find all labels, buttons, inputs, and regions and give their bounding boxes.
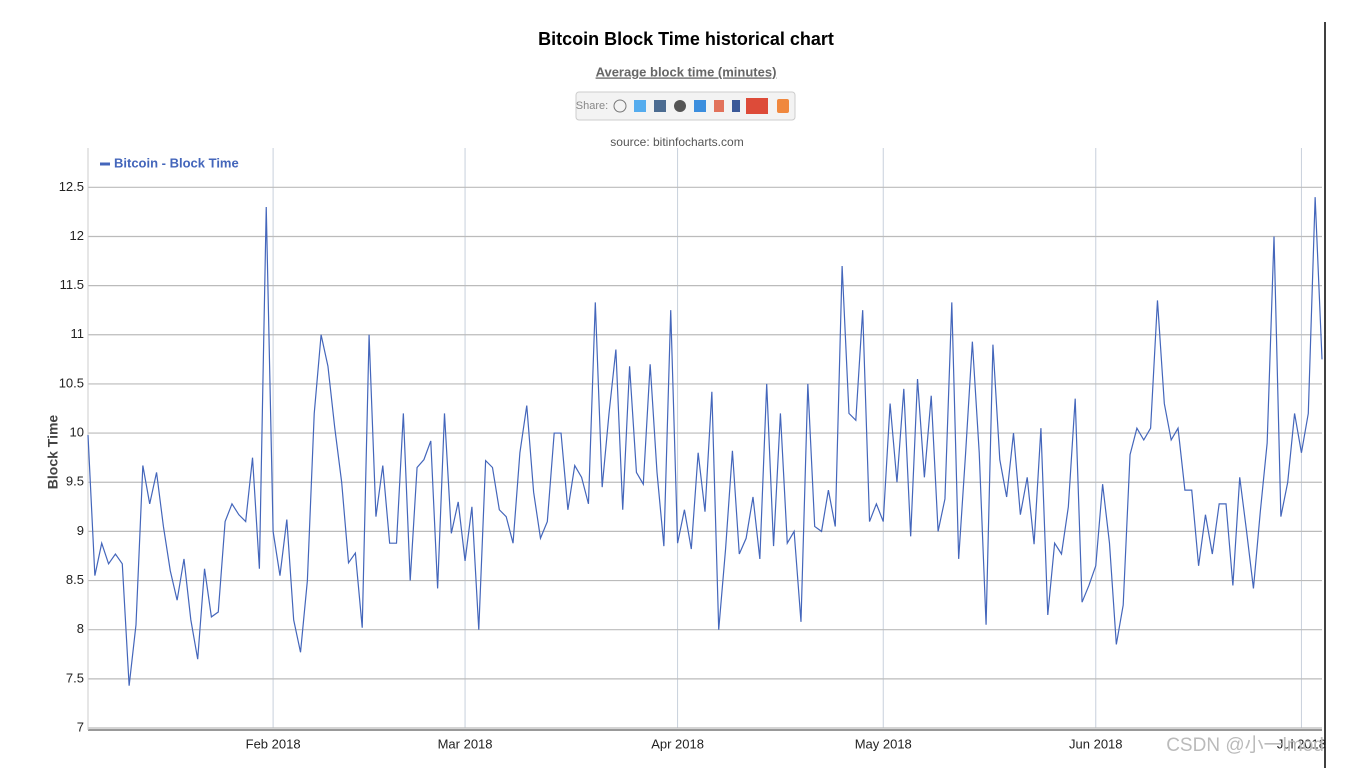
source: source: bitinfocharts.com (610, 135, 743, 149)
watermark: CSDN @小一lmod (1166, 734, 1324, 756)
y-tick-label: 11.5 (60, 277, 84, 292)
legend-label: Bitcoin - Block Time (114, 155, 239, 170)
y-tick-label: 7 (77, 719, 84, 734)
y-tick-label: 8 (77, 621, 84, 636)
x-tick-label: May 2018 (855, 736, 912, 751)
y-tick-label: 10 (70, 425, 84, 440)
share-bar: Share: (575, 91, 796, 121)
share-icon[interactable] (714, 100, 724, 112)
x-tick-label: Jul 2018 (1277, 736, 1326, 751)
share-icon[interactable] (746, 98, 768, 114)
x-tick-label: Mar 2018 (438, 736, 493, 751)
y-tick-label: 8.5 (66, 572, 84, 587)
y-tick-label: 7.5 (66, 670, 84, 685)
share-icon[interactable] (777, 99, 789, 113)
chart-title: Bitcoin Block Time historical chart (538, 29, 834, 49)
share-icon[interactable] (654, 100, 666, 112)
y-tick-label: 10.5 (59, 375, 84, 390)
y-tick-label: 12.5 (59, 179, 84, 194)
share-icon[interactable] (674, 100, 686, 112)
y-tick-label: 12 (70, 228, 84, 243)
y-tick-label: 9.5 (66, 474, 84, 489)
data-line (87, 197, 1323, 686)
x-tick-label: Feb 2018 (246, 736, 301, 751)
share-icon[interactable] (613, 99, 627, 113)
share-icon[interactable] (694, 100, 706, 112)
x-tick-label: Jun 2018 (1069, 736, 1123, 751)
chart-subtitle[interactable]: Average block time (minutes) (596, 64, 777, 79)
y-tick-label: 9 (77, 523, 84, 538)
share-label: Share: (576, 100, 608, 112)
share-icon[interactable] (732, 100, 740, 112)
y-axis-label: Block Time (45, 415, 61, 490)
share-icon[interactable] (634, 100, 646, 112)
y-tick-label: 11 (71, 326, 85, 341)
x-tick-label: Apr 2018 (651, 736, 704, 751)
